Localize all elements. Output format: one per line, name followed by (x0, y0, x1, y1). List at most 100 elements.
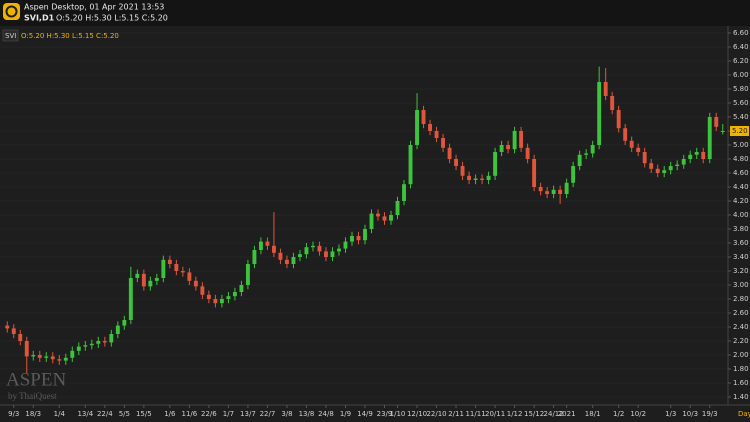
candle-body (298, 254, 302, 257)
candle-body (5, 325, 10, 329)
candle-body (141, 273, 146, 287)
candle-body (434, 131, 439, 138)
x-tick-label: 22/10 (426, 410, 446, 418)
x-tick-label: 3/8 (281, 410, 292, 418)
x-tick-label: 1/3 (665, 410, 676, 418)
candle-body (161, 259, 166, 278)
y-tick-label: 4.40 (733, 183, 749, 191)
candle-body (232, 292, 237, 297)
legend-box (2, 29, 19, 42)
candle-body (629, 140, 634, 148)
x-tick-label: 13/7 (240, 410, 256, 418)
x-tick-label: 10/2 (630, 410, 646, 418)
candle-body (24, 341, 29, 357)
candle-body (356, 236, 361, 241)
x-tick-label: 15/5 (136, 410, 152, 418)
x-tick-label: 10/3 (682, 410, 698, 418)
candle-body (167, 259, 172, 264)
candle-body (616, 110, 621, 129)
candle-body (258, 241, 263, 250)
x-tick-label: 12/10 (407, 410, 427, 418)
candle-body (57, 359, 62, 361)
x-tick-label: 13/8 (299, 410, 315, 418)
candle-body (50, 356, 55, 360)
candle-body (226, 296, 231, 299)
y-tick-label: 5.80 (733, 85, 749, 93)
x-tick-label: 2021 (558, 410, 576, 418)
x-tick-label: 24/12 (544, 410, 564, 418)
candle-body (363, 229, 367, 241)
candle-body (311, 245, 315, 248)
candle-body (31, 355, 36, 357)
last-price-label: 5.20 (732, 127, 748, 135)
x-tick-label: 1/7 (223, 410, 234, 418)
candle-body (206, 294, 211, 299)
candle-body (675, 164, 680, 166)
candle-body (304, 247, 309, 255)
x-tick-label: 1/10 (390, 410, 406, 418)
candle-body (154, 278, 159, 281)
candle-body (558, 189, 563, 194)
candle-body (44, 356, 49, 358)
candle-body (590, 145, 595, 154)
candle-body (187, 272, 192, 281)
candle-body (389, 215, 393, 221)
y-tick-label: 5.60 (733, 99, 749, 107)
watermark-brand: ASPEN (6, 369, 66, 390)
x-tick-label: 1/12 (507, 410, 523, 418)
period-label: Day (738, 410, 750, 418)
y-tick-label: 1.60 (733, 379, 749, 387)
y-tick-label: 2.00 (733, 351, 749, 359)
candle-body (239, 285, 244, 292)
candle-body (519, 131, 524, 148)
y-tick-label: 1.80 (733, 365, 749, 373)
y-tick-label: 6.20 (733, 57, 749, 65)
y-tick-label: 6.40 (733, 43, 749, 51)
candle-body (668, 166, 673, 171)
candle-body (245, 264, 250, 285)
watermark-by: by ThaiQuest (8, 391, 57, 401)
y-tick-label: 4.20 (733, 197, 749, 205)
candle-body (219, 299, 224, 304)
candle-body (343, 241, 348, 249)
candle-body (83, 345, 88, 347)
x-tick-label: 18/1 (585, 410, 601, 418)
candle-body (109, 334, 114, 343)
y-tick-label: 2.40 (733, 323, 749, 331)
candle-body (213, 299, 218, 304)
x-tick-label: 14/9 (357, 410, 373, 418)
candle-body (369, 213, 374, 229)
candle-body (70, 350, 75, 358)
candle-body (174, 264, 179, 271)
candle-body (642, 152, 647, 164)
candle-body (525, 147, 530, 159)
candle-body (447, 147, 452, 159)
y-tick-label: 5.00 (733, 141, 749, 149)
candle-body (402, 184, 406, 201)
candle-body (415, 110, 419, 145)
last-price-box (730, 126, 749, 136)
x-tick-label: 1/4 (54, 410, 66, 418)
y-tick-label: 4.00 (733, 211, 749, 219)
candle-body (421, 110, 426, 124)
candle-body (454, 159, 459, 166)
y-tick-label: 3.60 (733, 239, 749, 247)
candle-body (441, 138, 446, 148)
candle-body (408, 145, 413, 185)
candle-body (278, 252, 283, 260)
candle-body (460, 166, 465, 176)
candle-body (291, 257, 296, 264)
x-tick-label: 15/12 (524, 410, 544, 418)
x-tick-label: 18/3 (25, 410, 41, 418)
candle-body (493, 152, 498, 176)
x-tick-label: 11/11 (465, 410, 485, 418)
candle-body (681, 159, 686, 165)
candle-body (662, 170, 667, 173)
x-tick-label: 5/5 (119, 410, 130, 418)
header-bar (0, 0, 750, 26)
candle-body (382, 216, 387, 221)
candle-body (76, 346, 81, 351)
candle-body (603, 82, 608, 96)
candle-body (376, 213, 380, 217)
